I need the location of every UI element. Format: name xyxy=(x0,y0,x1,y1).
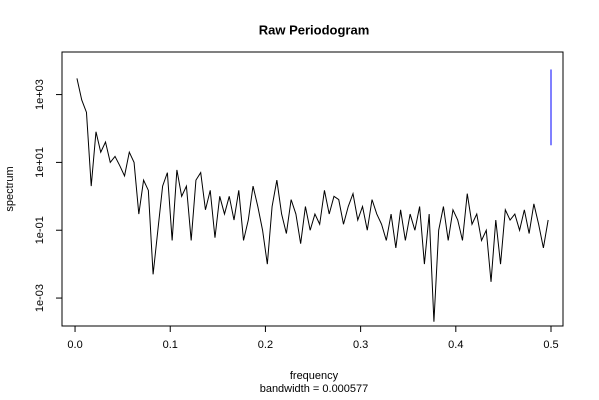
x-axis-label: frequency xyxy=(290,370,339,382)
x-tick-label: 0.5 xyxy=(543,339,558,351)
y-tick-label: 1e+01 xyxy=(34,147,46,178)
y-axis-label: spectrum xyxy=(4,166,16,211)
plot-frame xyxy=(61,51,564,327)
x-tick-label: 0.0 xyxy=(67,339,82,351)
x-tick-label: 0.1 xyxy=(163,339,178,351)
subtitle: bandwidth = 0.000577 xyxy=(260,383,369,395)
y-tick-label: 1e-01 xyxy=(34,216,46,244)
x-tick-label: 0.2 xyxy=(258,339,273,351)
spectrum-line xyxy=(76,78,549,322)
chart-title: Raw Periodogram xyxy=(259,22,370,37)
x-tick-label: 0.3 xyxy=(353,339,368,351)
y-tick-label: 1e-03 xyxy=(34,284,46,312)
x-tick-label: 0.4 xyxy=(448,339,463,351)
y-tick-label: 1e+03 xyxy=(34,79,46,110)
